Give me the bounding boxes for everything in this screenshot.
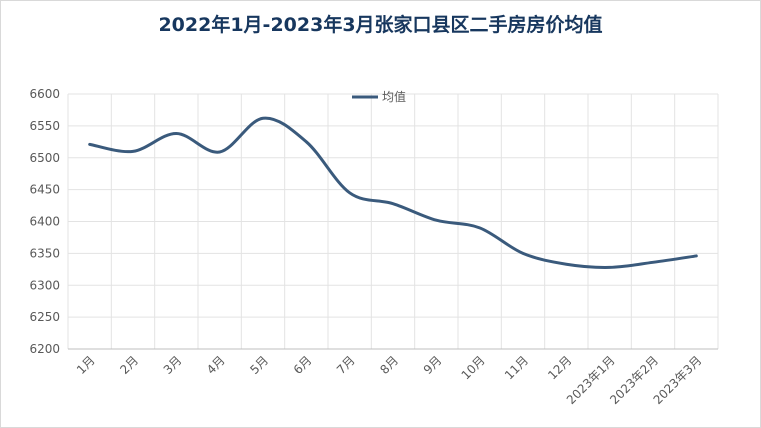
- legend: 均值: [352, 89, 406, 104]
- legend-label: 均值: [382, 89, 406, 104]
- x-tick-label: 7月: [334, 353, 358, 377]
- series-line-均值: [88, 116, 698, 269]
- grid-lines: [67, 93, 719, 350]
- y-tick-label: 6400: [29, 215, 60, 229]
- x-axis: 1月 2月 3月 4月 5月 6月 7月 8月 9月 10月 11月 12月2023年1月2023年2…: [68, 348, 718, 407]
- y-axis: 6200 6250 6300 6350 6400 6450 6500 6550 6600: [29, 87, 60, 356]
- y-tick-label: 6450: [29, 183, 60, 197]
- x-tick-label: 11月: [502, 353, 531, 382]
- y-tick-label: 6550: [29, 119, 60, 133]
- x-tick-label: 12月: [545, 353, 574, 382]
- x-tick-label: 10月: [459, 353, 488, 382]
- y-tick-label: 6300: [29, 278, 60, 292]
- x-tick-label: 8月: [377, 353, 401, 377]
- y-tick-label: 6250: [29, 310, 60, 324]
- x-tick-label: 5月: [247, 353, 271, 377]
- series-group: [88, 116, 698, 269]
- x-tick-label: 4月: [204, 353, 228, 377]
- y-tick-label: 6500: [29, 151, 60, 165]
- y-tick-label: 6200: [29, 342, 60, 356]
- chart-title: 2022年1月-2023年3月张家口县区二手房房价均值: [158, 14, 603, 36]
- y-tick-label: 6600: [29, 87, 60, 101]
- x-tick-label: 9月: [421, 353, 445, 377]
- x-tick-label: 3月: [161, 353, 185, 377]
- x-tick-label: 1月: [74, 353, 98, 377]
- y-tick-label: 6350: [29, 246, 60, 260]
- x-tick-label: 6月: [291, 353, 315, 377]
- x-tick-label: 2月: [117, 353, 141, 377]
